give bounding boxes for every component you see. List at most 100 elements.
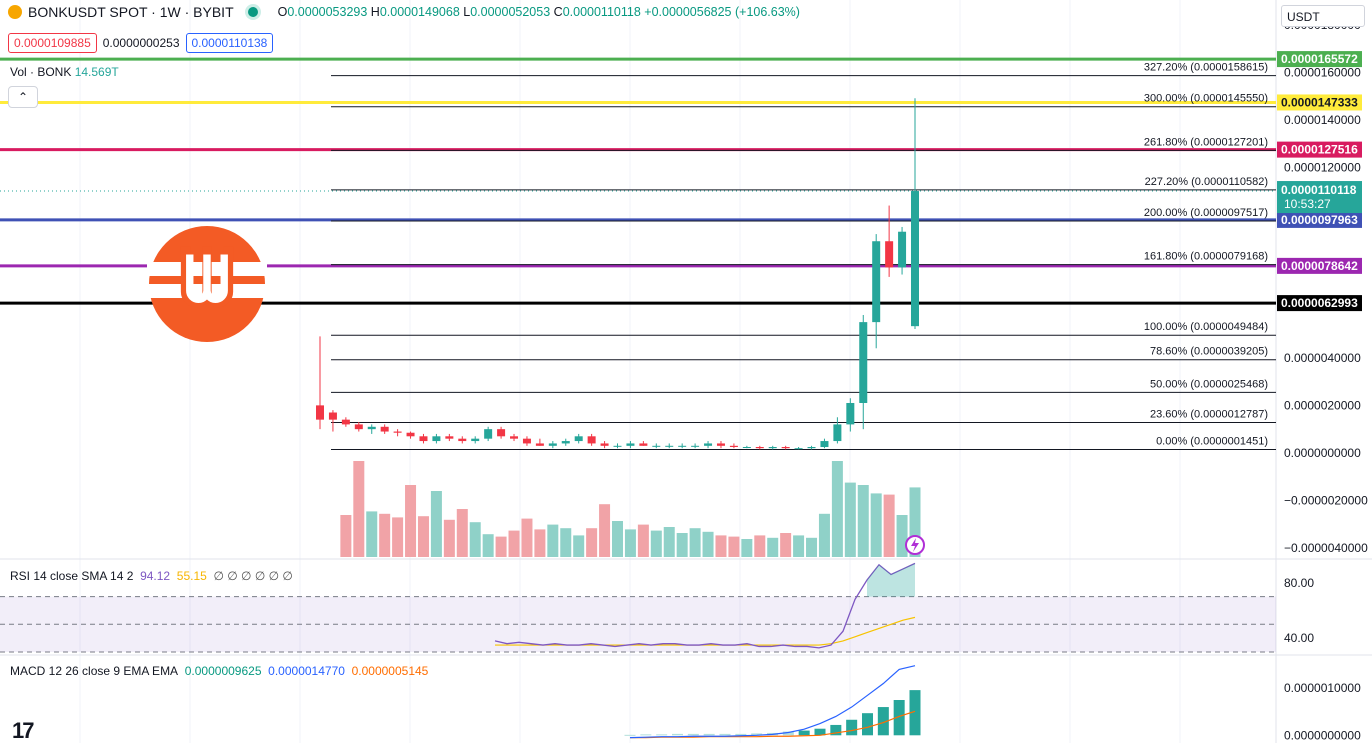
macd-histogram-bar <box>830 724 842 736</box>
sell-price-box[interactable]: 0.0000109885 <box>8 33 97 53</box>
fib-label: 100.00% (0.0000049484) <box>1144 321 1268 333</box>
candle-body <box>432 436 441 442</box>
candle-body <box>328 412 337 420</box>
volume-bar <box>896 515 908 557</box>
macd-histogram-bar <box>798 730 810 736</box>
volume-bar <box>793 535 805 557</box>
volume-bar <box>715 535 727 557</box>
volume-bar <box>844 482 856 557</box>
volume-bar <box>586 528 598 557</box>
candle-body <box>846 402 855 425</box>
candle-body <box>406 432 415 437</box>
macd-histogram-bar <box>893 700 905 736</box>
volume-bar <box>676 533 688 557</box>
candle-body <box>768 447 777 449</box>
candle-body <box>652 445 661 447</box>
ohlc-readout: O0.0000053293 H0.0000149068 L0.000005205… <box>277 5 800 19</box>
volume-bar <box>806 537 818 557</box>
candle-body <box>419 436 428 442</box>
candle-body <box>755 447 764 449</box>
macd-histogram-bar <box>687 733 699 736</box>
volume-bar <box>340 515 352 557</box>
price-boxes: 0.0000109885 0.0000000253 0.0000110138 <box>8 33 274 53</box>
candle-body <box>471 438 480 442</box>
volume-bar <box>456 509 468 557</box>
volume-bar <box>469 522 481 557</box>
price-tick-label: −0.0000020000 <box>1284 494 1368 508</box>
currency-select[interactable]: USDT <box>1281 5 1365 27</box>
candle-body <box>872 241 881 323</box>
candle-body <box>807 447 816 449</box>
fib-label: 261.80% (0.0000127201) <box>1144 136 1268 148</box>
macd-histogram-bar <box>846 719 858 736</box>
lightning-icon[interactable] <box>905 535 925 555</box>
volume-bars <box>340 461 921 557</box>
candle-body <box>354 424 363 430</box>
volume-legend: Vol · BONK 14.569T <box>10 65 119 79</box>
volume-bar <box>560 528 572 557</box>
macd-histogram-bar <box>862 713 873 736</box>
price-tick-label: 0.0000160000 <box>1284 65 1361 79</box>
macd-histogram-bar <box>719 733 731 736</box>
candle-body <box>716 443 725 446</box>
volume-bar <box>741 539 753 557</box>
last-price-label: 0.0000110118 <box>1281 183 1357 197</box>
volume-bar <box>831 461 843 557</box>
fib-label: 327.20% (0.0000158615) <box>1144 62 1268 74</box>
volume-bar <box>624 529 636 557</box>
candle-body <box>574 436 583 442</box>
volume-bar <box>689 528 701 557</box>
volume-bar <box>870 493 882 557</box>
candle-body <box>833 424 842 442</box>
macd-histogram-bar <box>751 733 763 736</box>
volume-bar <box>650 530 662 557</box>
candle-body <box>484 429 493 439</box>
candle-body <box>458 438 467 442</box>
price-tag <box>1277 94 1362 111</box>
fib-label: 161.80% (0.0000079168) <box>1144 251 1268 263</box>
volume-bar <box>818 513 830 557</box>
macd-histogram-bar <box>672 733 683 736</box>
macd-histogram-bar <box>909 690 921 736</box>
price-tick-label: 0.0000020000 <box>1284 398 1361 412</box>
macd-histogram-bar <box>814 728 826 736</box>
symbol-header: BONKUSDT SPOT · 1W · BYBIT O0.0000053293… <box>8 4 800 20</box>
candle-body <box>626 443 635 446</box>
price-tick-label: 0.0000120000 <box>1284 160 1361 174</box>
volume-bar <box>909 487 921 557</box>
fib-label: 0.00% (0.0000001451) <box>1156 435 1268 447</box>
fib-label: 23.60% (0.0000012787) <box>1150 409 1268 421</box>
volume-bar <box>857 485 869 557</box>
symbol-title[interactable]: BONKUSDT SPOT · 1W · BYBIT <box>28 4 234 20</box>
volume-bar <box>547 524 559 557</box>
fib-label: 50.00% (0.0000025468) <box>1150 378 1268 390</box>
price-tag <box>1277 211 1362 228</box>
candle-body <box>820 441 829 448</box>
price-tag <box>1277 51 1362 68</box>
spread-value: 0.0000000253 <box>102 36 180 50</box>
collapse-chevron-up-icon[interactable]: ⌃ <box>8 86 38 108</box>
volume-bar <box>443 519 455 557</box>
rsi-overbought-fill <box>867 563 915 597</box>
candle-body <box>600 443 609 446</box>
macd-tick-label: 0.0000010000 <box>1284 681 1361 695</box>
buy-price-box[interactable]: 0.0000110138 <box>185 33 274 53</box>
macd-histogram-bar <box>624 734 636 736</box>
price-tick-label: 0.0000000000 <box>1284 446 1361 460</box>
rsi-line <box>494 562 916 649</box>
volume-bar <box>495 536 507 557</box>
candle-body <box>742 447 751 449</box>
candle-body <box>613 445 622 447</box>
price-tag-label: 0.0000097963 <box>1281 213 1358 227</box>
rsi-legend: RSI 14 close SMA 14 2 94.12 55.15 ∅ ∅ ∅ … <box>10 569 293 583</box>
tradingview-logo: 17 <box>12 718 35 743</box>
candle-body <box>794 448 803 450</box>
candle-body <box>911 191 919 327</box>
price-tag-label: 0.0000062993 <box>1281 296 1358 310</box>
volume-bar <box>534 529 546 557</box>
candle-body <box>859 322 868 403</box>
rsi-tick-label: 40.00 <box>1284 631 1314 645</box>
